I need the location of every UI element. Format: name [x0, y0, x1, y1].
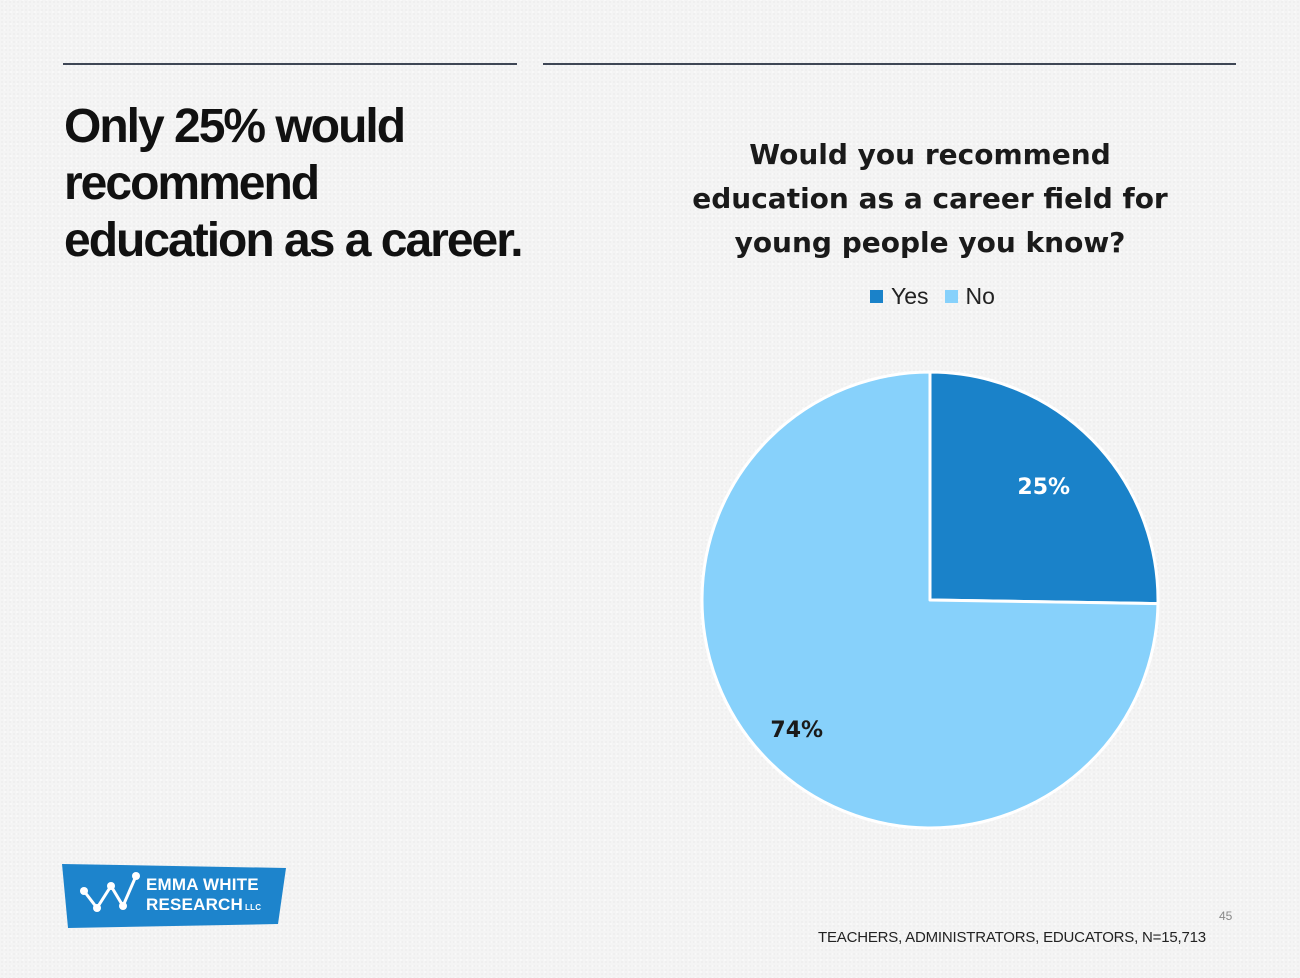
top-rule-right	[543, 63, 1236, 65]
legend-item-no: No	[944, 282, 995, 310]
legend-item-yes: Yes	[870, 283, 929, 310]
source-note: TEACHERS, ADMINISTRATORS, EDUCATORS, N=1…	[818, 929, 1206, 946]
pie-label-yes: 25%	[1017, 475, 1070, 500]
legend-swatch-yes	[870, 289, 883, 303]
top-rule-left	[63, 63, 517, 65]
legend-label-no: No	[965, 282, 995, 309]
pie-slice-no	[700, 370, 1160, 830]
legend-label-yes: Yes	[891, 282, 929, 309]
legend-swatch-no	[944, 289, 958, 303]
pie-chart: 25% 74%	[700, 370, 1160, 830]
logo-banner-icon	[62, 864, 286, 928]
logo-line-2: RESEARCH LLC	[146, 895, 261, 918]
slide-headline: Only 25% would recommend education as a …	[64, 100, 524, 267]
chart-title: Would you recommend education as a caree…	[692, 138, 1168, 259]
page-number: 45	[1219, 909, 1233, 923]
chart-legend: Yes No	[870, 281, 995, 311]
logo-line-1: EMMA WHITE	[146, 875, 259, 894]
pie-slice-yes	[928, 370, 1160, 606]
pie-label-no: 74%	[770, 718, 823, 743]
logo-line-2-text: RESEARCH	[146, 895, 244, 914]
logo-llc: LLC	[245, 903, 262, 912]
company-logo: EMMA WHITE RESEARCH LLC	[62, 864, 286, 928]
logo-text: EMMA WHITE RESEARCH LLC	[146, 875, 261, 918]
